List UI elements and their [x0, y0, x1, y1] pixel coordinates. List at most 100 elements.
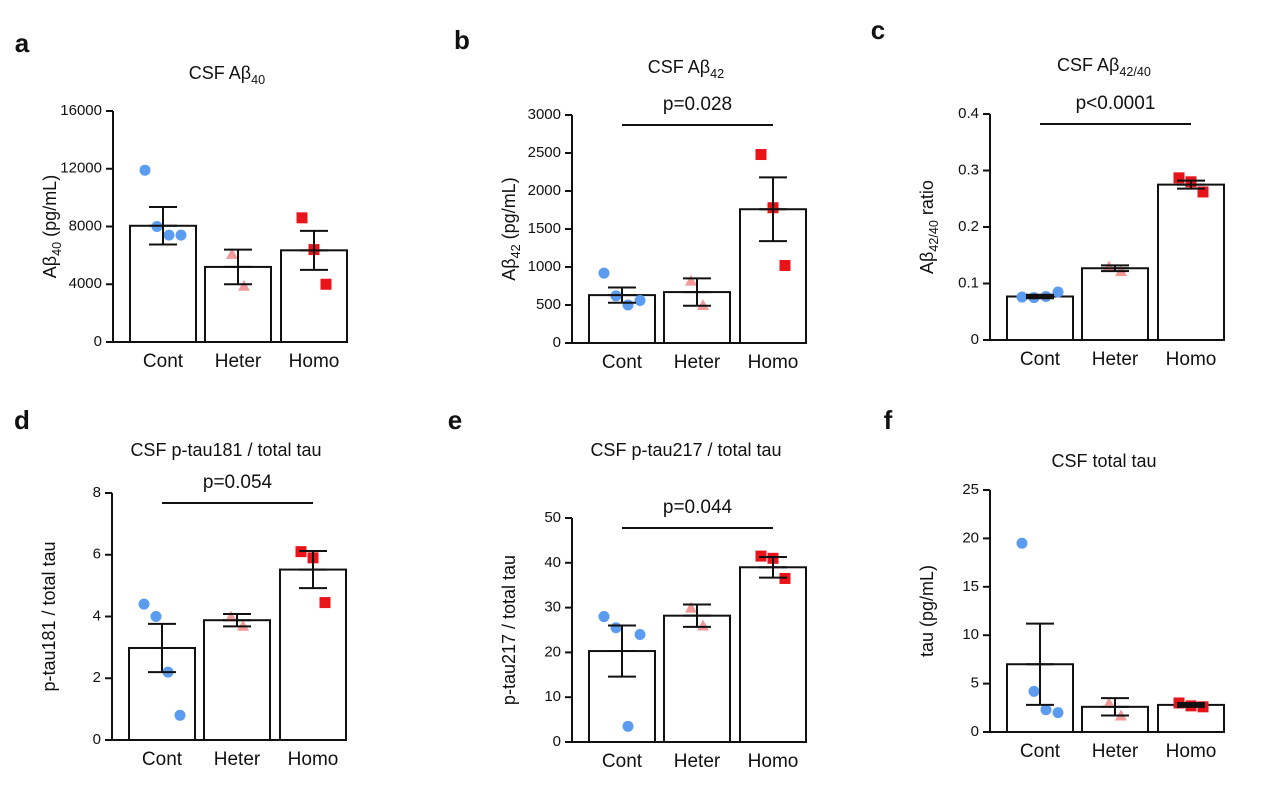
y-tick-label: 8	[93, 484, 101, 501]
error-bar	[299, 550, 327, 590]
significance-label: p<0.0001	[1076, 93, 1156, 114]
data-point	[610, 622, 622, 634]
x-tick-label: Heter	[674, 352, 721, 373]
x-tick-label: Homo	[748, 751, 799, 772]
bar	[1157, 183, 1225, 341]
error-bar	[608, 286, 636, 304]
panel-letter: b	[454, 25, 470, 55]
x-tick-label: Homo	[748, 352, 799, 373]
error-bar	[149, 206, 177, 246]
error-bar	[683, 603, 711, 628]
y-tick-label: 2500	[528, 144, 561, 161]
data-point	[622, 299, 634, 311]
y-tick-label: 20	[544, 643, 561, 660]
y-tick-label: 0	[971, 723, 979, 740]
chart-title: CSF Aβ42/40	[1057, 55, 1151, 80]
y-axis-label: p-tau217 / total tau	[499, 555, 519, 705]
error-bar	[608, 624, 636, 678]
x-tick-label: Homo	[289, 351, 340, 372]
y-tick-label: 16000	[60, 102, 102, 119]
y-axis-label-sub: 40	[50, 242, 64, 256]
chart-title: CSF p-tau181 / total tau	[130, 440, 321, 460]
y-tick-label: 0.3	[958, 161, 979, 178]
error-bar	[223, 613, 251, 628]
y-tick-label: 4	[93, 607, 101, 624]
data-point	[598, 611, 610, 623]
data-point	[175, 229, 187, 241]
data-point	[598, 267, 610, 279]
y-tick-label: 0	[971, 331, 979, 348]
significance-label: p=0.044	[663, 497, 733, 518]
y-tick-label: 0.4	[958, 105, 979, 122]
data-point	[319, 597, 331, 609]
y-tick-label: 0	[93, 731, 101, 748]
data-point	[1028, 685, 1040, 697]
error-bar	[300, 229, 328, 271]
chart-title: CSF Aβ42	[648, 57, 724, 82]
bar	[203, 619, 271, 742]
y-axis-label: tau (pg/mL)	[917, 565, 937, 657]
y-tick-label: 20	[962, 529, 979, 546]
chart-title: CSF total tau	[1051, 451, 1156, 471]
y-tick-label: 0.1	[958, 274, 979, 291]
error-bar	[1101, 264, 1129, 273]
error-bar	[1026, 622, 1054, 706]
data-point	[1016, 537, 1028, 549]
y-tick-label: 2000	[528, 182, 561, 199]
y-tick-label: 10	[962, 626, 979, 643]
y-axis-label: Aβ42 (pg/mL)	[499, 177, 524, 280]
y-axis-label-main: Aβ	[917, 252, 937, 274]
chart-title: CSF Aβ40	[189, 63, 265, 88]
data-point	[779, 259, 791, 271]
error-bar	[1101, 697, 1129, 717]
y-tick-label: 0	[553, 334, 561, 351]
significance-label: p=0.054	[203, 472, 273, 493]
y-tick-label: 0.2	[958, 218, 979, 235]
data-point	[150, 611, 162, 622]
data-point	[1016, 291, 1028, 303]
y-tick-label: 30	[544, 599, 561, 616]
y-tick-label: 8000	[69, 217, 102, 234]
x-tick-label: Heter	[674, 751, 721, 772]
error-bar	[683, 277, 711, 307]
chart-title-main: CSF Aβ	[189, 63, 251, 83]
y-tick-label: 4000	[69, 275, 102, 292]
panel-letter: c	[871, 15, 885, 45]
data-point	[1052, 707, 1064, 719]
y-tick-label: 12000	[60, 160, 102, 177]
y-tick-label: 1500	[528, 220, 561, 237]
y-axis-label-suffix: ratio	[917, 180, 937, 220]
y-tick-label: 500	[536, 296, 561, 313]
data-point	[685, 274, 697, 286]
bar	[279, 568, 347, 741]
error-bar	[759, 176, 787, 243]
bar	[1006, 295, 1074, 341]
y-tick-label: 0	[94, 333, 102, 350]
error-bar	[759, 555, 787, 579]
y-axis-label-main: Aβ	[499, 258, 519, 280]
y-axis-label-suffix: (pg/mL)	[499, 177, 519, 244]
data-point	[225, 610, 237, 622]
y-axis-label: Aβ40 (pg/mL)	[40, 175, 65, 278]
error-bar	[1177, 179, 1205, 190]
data-point	[1040, 704, 1052, 716]
chart-title-sub: 42	[710, 67, 724, 81]
y-tick-label: 6	[93, 546, 101, 563]
data-point	[634, 294, 646, 306]
chart-title-main: CSF Aβ	[648, 57, 710, 77]
data-point	[237, 619, 249, 631]
x-tick-label: Heter	[214, 749, 261, 770]
data-point	[622, 720, 634, 732]
x-tick-label: Cont	[1020, 349, 1061, 370]
data-point	[1052, 286, 1064, 298]
y-axis-label-sub: 42	[509, 244, 523, 258]
data-point	[226, 247, 238, 259]
y-tick-label: 1000	[528, 258, 561, 275]
chart-title-main: CSF Aβ	[1057, 55, 1119, 75]
x-tick-label: Heter	[1092, 741, 1139, 762]
y-tick-label: 15	[962, 578, 979, 595]
y-tick-label: 50	[544, 509, 561, 526]
y-axis-label: Aβ42/40 ratio	[917, 180, 942, 274]
panel-letter: f	[884, 405, 893, 435]
data-point	[1103, 696, 1115, 708]
